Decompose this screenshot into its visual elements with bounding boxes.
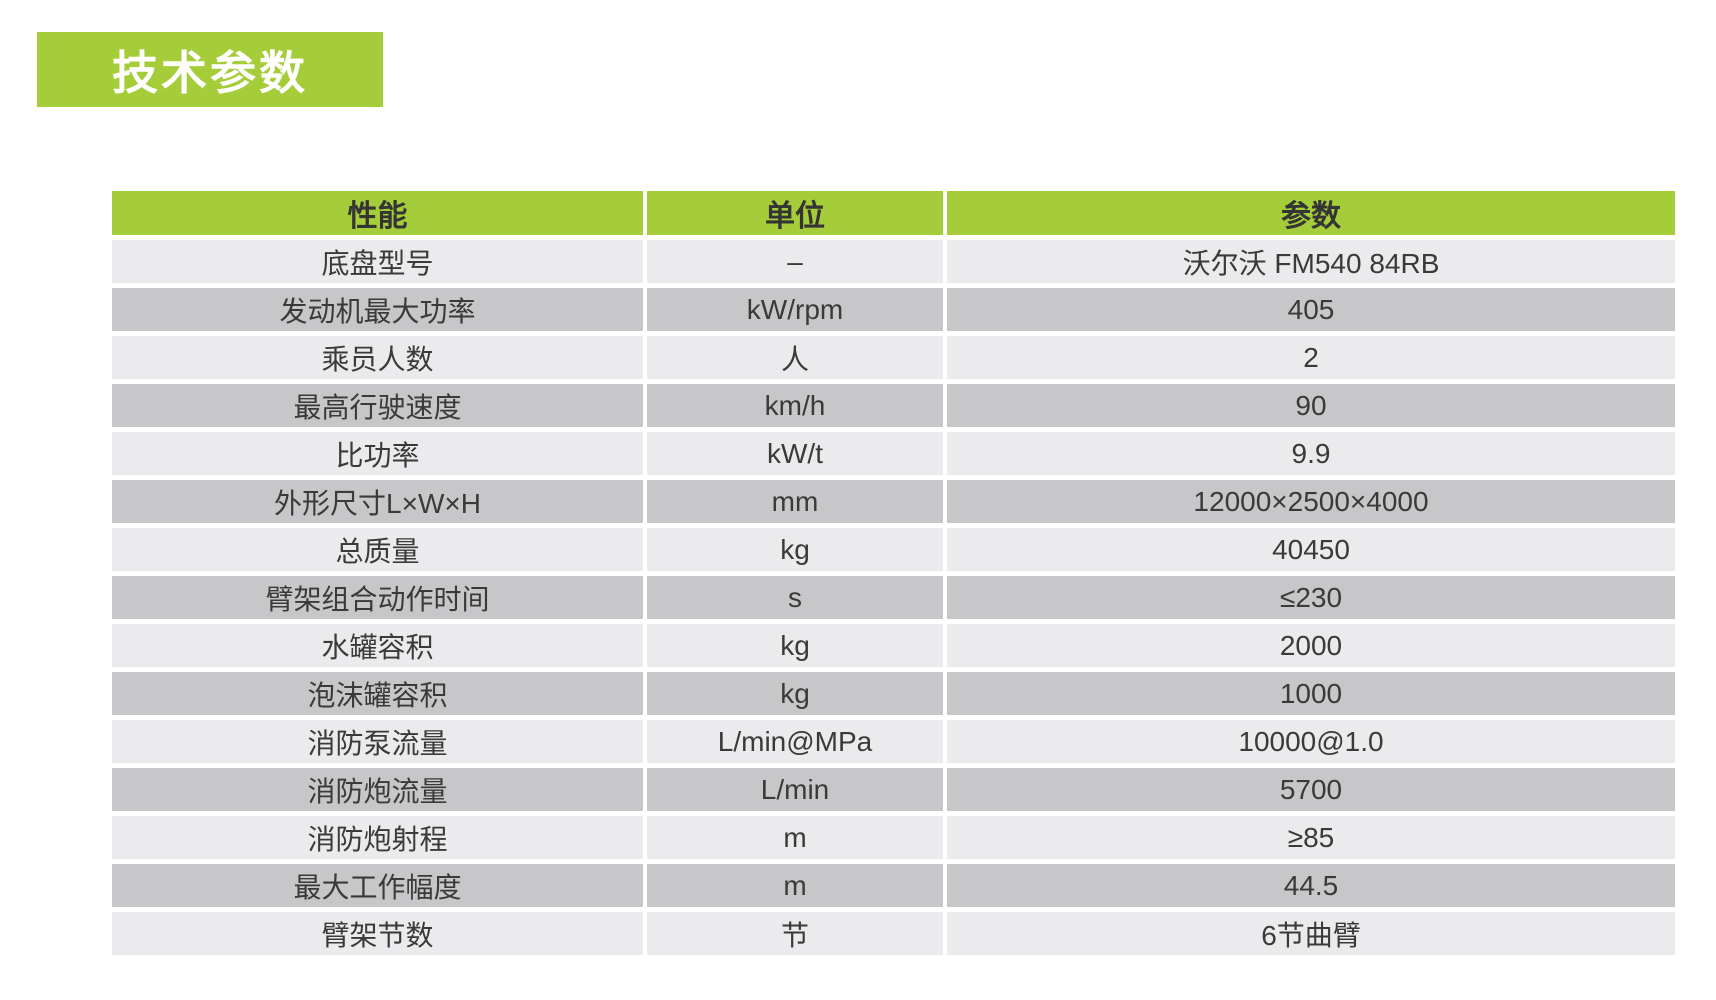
- value-cell: 2: [943, 336, 1675, 384]
- table-row: 乘员人数人 2: [112, 336, 1675, 384]
- spec-table-header: 性能 单位 参数: [112, 191, 1675, 240]
- unit-cell: L/min@MPa: [643, 720, 943, 768]
- header-cell-value: 参数: [943, 191, 1675, 240]
- unit-cell: –: [643, 240, 943, 288]
- spec-table-body: 底盘型号 – 沃尔沃 FM540 84RB 发动机最大功率 kW/rpm 405 乘员人数人…: [112, 240, 1675, 960]
- property-cell: 乘员人数: [112, 336, 643, 384]
- header-row: 性能 单位 参数: [112, 191, 1675, 240]
- unit-cell: s: [643, 576, 943, 624]
- value-cell: 1000: [943, 672, 1675, 720]
- property-cell: 发动机最大功率: [112, 288, 643, 336]
- unit-cell: 节: [643, 912, 943, 960]
- value-cell: 10000@1.0: [943, 720, 1675, 768]
- value-cell: 90: [943, 384, 1675, 432]
- value-cell: 沃尔沃 FM540 84RB: [943, 240, 1675, 288]
- property-cell: 消防炮流量: [112, 768, 643, 816]
- table-row: 外形尺寸L×W×H mm 12000×2500×4000: [112, 480, 1675, 528]
- table-row: 最高行驶速度 km/h 90: [112, 384, 1675, 432]
- property-cell: 消防泵流量: [112, 720, 643, 768]
- value-cell: 6节曲臂: [943, 912, 1675, 960]
- section-title-badge: 技术参数: [37, 32, 383, 107]
- unit-cell: 人: [643, 336, 943, 384]
- unit-cell: kW/t: [643, 432, 943, 480]
- property-cell: 最大工作幅度: [112, 864, 643, 912]
- unit-cell: L/min: [643, 768, 943, 816]
- table-row: 臂架节数节 6节曲臂: [112, 912, 1675, 960]
- unit-cell: mm: [643, 480, 943, 528]
- property-cell: 比功率: [112, 432, 643, 480]
- value-cell: 2000: [943, 624, 1675, 672]
- property-cell: 最高行驶速度: [112, 384, 643, 432]
- header-cell-unit: 单位: [643, 191, 943, 240]
- table-row: 总质量 kg 40450: [112, 528, 1675, 576]
- table-row: 消防泵流量 L/min@MPa 10000@1.0: [112, 720, 1675, 768]
- unit-cell: kg: [643, 672, 943, 720]
- table-row: 水罐容积 kg 2000: [112, 624, 1675, 672]
- section-title-label: 技术参数: [112, 46, 308, 99]
- property-cell: 臂架组合动作时间: [112, 576, 643, 624]
- unit-cell: m: [643, 864, 943, 912]
- table-row: 臂架组合动作时间 s ≤230: [112, 576, 1675, 624]
- value-cell: 9.9: [943, 432, 1675, 480]
- table-row: 最大工作幅度 m 44.5: [112, 864, 1675, 912]
- unit-cell: m: [643, 816, 943, 864]
- table-row: 泡沫罐容积 kg 1000: [112, 672, 1675, 720]
- table-row: 消防炮射程 m ≥85: [112, 816, 1675, 864]
- unit-cell: kg: [643, 624, 943, 672]
- table-row: 发动机最大功率 kW/rpm 405: [112, 288, 1675, 336]
- unit-cell: km/h: [643, 384, 943, 432]
- value-cell: 44.5: [943, 864, 1675, 912]
- value-cell: ≤230: [943, 576, 1675, 624]
- value-cell: 12000×2500×4000: [943, 480, 1675, 528]
- value-cell: 405: [943, 288, 1675, 336]
- value-cell: 40450: [943, 528, 1675, 576]
- spec-table: 性能 单位 参数 底盘型号 – 沃尔沃 FM540 84RB 发动机最大功率 kW/rp…: [112, 191, 1675, 960]
- property-cell: 消防炮射程: [112, 816, 643, 864]
- value-cell: ≥85: [943, 816, 1675, 864]
- unit-cell: kg: [643, 528, 943, 576]
- property-cell: 底盘型号: [112, 240, 643, 288]
- property-cell: 总质量: [112, 528, 643, 576]
- table-row: 消防炮流量 L/min 5700: [112, 768, 1675, 816]
- value-cell: 5700: [943, 768, 1675, 816]
- table-row: 比功率 kW/t 9.9: [112, 432, 1675, 480]
- property-cell: 臂架节数: [112, 912, 643, 960]
- property-cell: 水罐容积: [112, 624, 643, 672]
- unit-cell: kW/rpm: [643, 288, 943, 336]
- table-row: 底盘型号 – 沃尔沃 FM540 84RB: [112, 240, 1675, 288]
- property-cell: 外形尺寸L×W×H: [112, 480, 643, 528]
- header-cell-property: 性能: [112, 191, 643, 240]
- property-cell: 泡沫罐容积: [112, 672, 643, 720]
